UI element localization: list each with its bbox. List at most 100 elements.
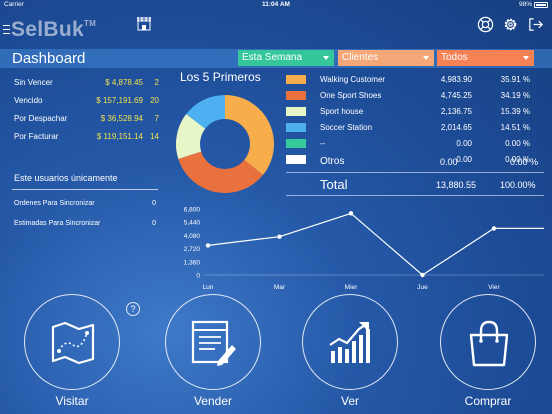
visitar-button[interactable]: Visitar [22, 294, 122, 412]
summary-row[interactable]: Vencido $ 157,191.69 20 [14, 96, 159, 106]
support-icon[interactable] [477, 16, 494, 33]
summary-amount: $ 119,151.14 [96, 132, 143, 141]
legend-row[interactable]: Soccer Station 2,014.65 14.51 % [286, 122, 544, 135]
action-circle [165, 294, 261, 390]
legend-swatch [286, 75, 306, 84]
action-label: Ver [340, 394, 359, 408]
exit-icon[interactable] [527, 16, 544, 33]
top5-donut-chart[interactable] [175, 94, 275, 194]
growth-chart-icon [329, 322, 370, 363]
shopping-bag-icon [469, 320, 509, 367]
top-bar: SelBukTM [0, 12, 552, 42]
total-label: Total [320, 177, 348, 192]
summary-label: Sin Vencer [14, 78, 53, 87]
period-value: Esta Semana [242, 52, 303, 63]
help-icon[interactable]: ? [126, 302, 140, 316]
legend-swatch [286, 123, 306, 132]
legend-value: 0.00 [456, 139, 472, 148]
action-circle [440, 294, 536, 390]
period-dropdown[interactable]: Esta Semana [238, 50, 334, 66]
summary-amount: $ 36,528.94 [100, 114, 143, 123]
scope-dropdown[interactable]: Todos [437, 50, 534, 66]
summary-row[interactable]: Por Facturar $ 119,151.14 14 [14, 132, 159, 142]
legend-swatch [286, 139, 306, 148]
summary-row[interactable]: Sin Vencer $ 4,878.45 2 [14, 78, 159, 88]
chevron-down-icon [323, 56, 329, 60]
sync-count: 0 [152, 200, 156, 207]
ver-button[interactable]: Ver [300, 294, 400, 412]
donut-slice[interactable] [186, 95, 225, 129]
clock: 11:04 AM [262, 1, 290, 8]
divider [286, 195, 544, 196]
data-point[interactable] [277, 234, 282, 239]
y-tick-label: 5,440 [184, 220, 201, 227]
otros-label: Otros [320, 156, 345, 167]
donut-slice[interactable] [176, 113, 206, 159]
legend-percent: 15.39 % [500, 107, 530, 116]
legend-row[interactable]: Walking Customer 4,983.90 35.91 % [286, 74, 544, 87]
x-tick-label: Jue [417, 284, 428, 291]
menu-icon[interactable] [3, 25, 10, 34]
data-point[interactable] [420, 272, 425, 278]
legend-percent: 35.91 % [500, 75, 530, 84]
summary-row[interactable]: Por Despachar $ 36,528.94 7 [14, 114, 159, 124]
otros-percent: 0.00 % [510, 157, 539, 167]
legend-swatch [286, 155, 306, 164]
action-bar: Visitar Vender [0, 294, 552, 414]
x-tick-label: Lun [203, 284, 214, 291]
legend-name: One Sport Shoes [320, 91, 382, 100]
sync-label: Ordenes Para Sincronizar [14, 200, 95, 207]
x-tick-label: Mar [274, 284, 286, 291]
data-point[interactable] [205, 243, 211, 248]
legend-row[interactable]: Sport house 2,136.75 15.39 % [286, 106, 544, 119]
data-point[interactable] [491, 226, 497, 231]
summary-label: Por Facturar [14, 132, 59, 141]
divider [286, 172, 544, 173]
summary-count: 14 [150, 132, 159, 141]
scope-value: Todos [441, 52, 468, 63]
status-bar: Carrier 11:04 AM 98% [0, 0, 552, 10]
entity-value: Clientes [342, 52, 379, 63]
chevron-down-icon [523, 56, 529, 60]
page-title: Dashboard [12, 50, 86, 67]
legend-name: Walking Customer [320, 75, 386, 84]
carrier-label: Carrier [4, 1, 24, 8]
entity-dropdown[interactable]: Clientes [338, 50, 434, 66]
battery-indicator: 98% [519, 1, 548, 8]
legend-value: 4,745.25 [440, 91, 472, 100]
legend-percent: 34.19 % [500, 91, 530, 100]
data-point[interactable] [348, 211, 354, 216]
action-label: Visitar [55, 394, 89, 408]
legend-percent: 14.51 % [500, 123, 530, 132]
legend-value: 2,014.65 [440, 123, 472, 132]
map-icon [51, 321, 95, 365]
invoice-pen-icon [191, 320, 236, 366]
app-logo: SelBukTM [11, 18, 97, 41]
donut-slice[interactable] [225, 95, 274, 176]
y-tick-label: 2,720 [184, 246, 201, 253]
legend-percent: 0.00 % [505, 139, 530, 148]
legend-value: 4,983.90 [440, 75, 472, 84]
legend-row[interactable]: One Sport Shoes 4,745.25 34.19 % [286, 90, 544, 103]
legend-name: -- [320, 139, 326, 148]
action-label: Vender [193, 394, 233, 408]
action-circle [302, 294, 398, 390]
sync-count: 0 [152, 220, 156, 227]
chevron-down-icon [423, 56, 429, 60]
store-icon[interactable] [136, 15, 152, 31]
gear-icon[interactable] [502, 16, 519, 33]
sync-label: Estimadas Para Sincronizar [14, 220, 101, 227]
donut-slice[interactable] [178, 151, 263, 193]
legend-name: Soccer Station [320, 123, 373, 132]
legend-name: Sport house [320, 107, 364, 116]
y-tick-label: 1,360 [184, 259, 201, 266]
legend-value: 2,136.75 [440, 107, 472, 116]
comprar-button[interactable]: Comprar [438, 294, 538, 412]
action-circle [24, 294, 120, 390]
legend-row[interactable]: -- 0.00 0.00 % [286, 138, 544, 151]
y-tick-label: 6,800 [184, 207, 201, 214]
legend-row[interactable]: 0.00 0.00 % [286, 154, 544, 167]
vender-button[interactable]: Vender [163, 294, 263, 412]
battery-icon [534, 1, 548, 8]
